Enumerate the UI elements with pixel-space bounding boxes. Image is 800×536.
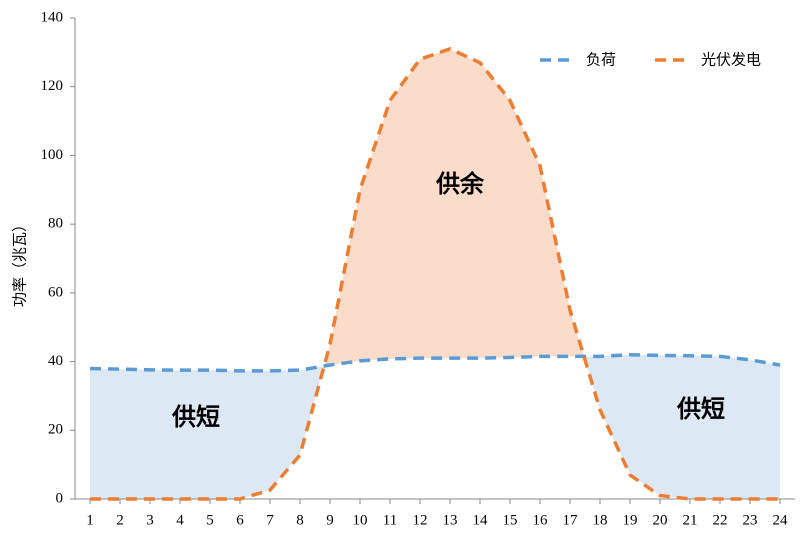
shortage-area xyxy=(630,354,660,496)
x-tick-label: 7 xyxy=(266,512,274,528)
y-tick-label: 60 xyxy=(48,284,63,300)
shortage-area xyxy=(270,370,300,491)
x-tick-label: 13 xyxy=(443,512,458,528)
surplus-area xyxy=(540,165,570,357)
shortage-area xyxy=(750,359,780,499)
shortage-area xyxy=(660,355,690,499)
x-tick-label: 5 xyxy=(206,512,214,528)
x-tick-label: 24 xyxy=(773,512,789,528)
x-tick-label: 19 xyxy=(623,512,638,528)
series-line xyxy=(89,352,781,373)
annotation: 供短 xyxy=(676,395,725,423)
surplus-area xyxy=(420,48,450,359)
x-tick-label: 6 xyxy=(236,512,244,528)
surplus-area xyxy=(510,100,540,358)
y-tick-label: 40 xyxy=(48,353,63,369)
y-tick-label: 0 xyxy=(56,490,64,506)
shortage-area xyxy=(120,369,150,499)
x-tick-label: 18 xyxy=(593,512,608,528)
series-line xyxy=(90,47,780,501)
surplus-area xyxy=(480,62,510,359)
x-tick-label: 23 xyxy=(743,512,758,528)
shortage-area xyxy=(90,368,120,499)
shortage-area xyxy=(150,369,180,499)
y-tick-label: 100 xyxy=(41,147,64,163)
shortage-area xyxy=(720,356,750,499)
annotation: 供短 xyxy=(171,403,220,431)
shortage-area xyxy=(240,370,270,499)
legend-label: 光伏发电 xyxy=(701,51,761,69)
y-tick-label: 20 xyxy=(48,422,63,438)
x-tick-label: 20 xyxy=(653,512,668,528)
x-tick-label: 3 xyxy=(146,512,154,528)
surplus-area xyxy=(390,59,420,359)
x-tick-label: 10 xyxy=(353,512,368,528)
legend-label: 负荷 xyxy=(586,51,616,69)
x-tick-label: 17 xyxy=(563,512,579,528)
x-tick-label: 16 xyxy=(533,512,549,528)
x-tick-label: 8 xyxy=(296,512,304,528)
x-tick-label: 9 xyxy=(326,512,334,528)
shortage-area xyxy=(180,370,210,499)
annotation: 供余 xyxy=(435,170,485,198)
x-tick-label: 12 xyxy=(413,512,428,528)
x-tick-label: 21 xyxy=(683,512,698,528)
x-tick-label: 1 xyxy=(86,512,94,528)
y-tick-label: 80 xyxy=(48,216,63,232)
y-tick-label: 120 xyxy=(41,78,64,94)
x-tick-label: 4 xyxy=(176,512,184,528)
shortage-area xyxy=(600,354,630,475)
y-tick-label: 140 xyxy=(41,9,64,25)
surplus-area xyxy=(360,100,390,361)
surplus-area xyxy=(450,48,480,359)
x-tick-label: 11 xyxy=(383,512,397,528)
fill-areas xyxy=(90,48,780,499)
shortage-area xyxy=(690,355,720,499)
shortage-area xyxy=(210,370,240,499)
y-axis-label: 功率（兆瓦） xyxy=(11,217,29,307)
x-tick-label: 22 xyxy=(713,512,728,528)
x-tick-label: 2 xyxy=(116,512,124,528)
x-tick-label: 14 xyxy=(473,512,489,528)
x-tick-label: 15 xyxy=(503,512,518,528)
